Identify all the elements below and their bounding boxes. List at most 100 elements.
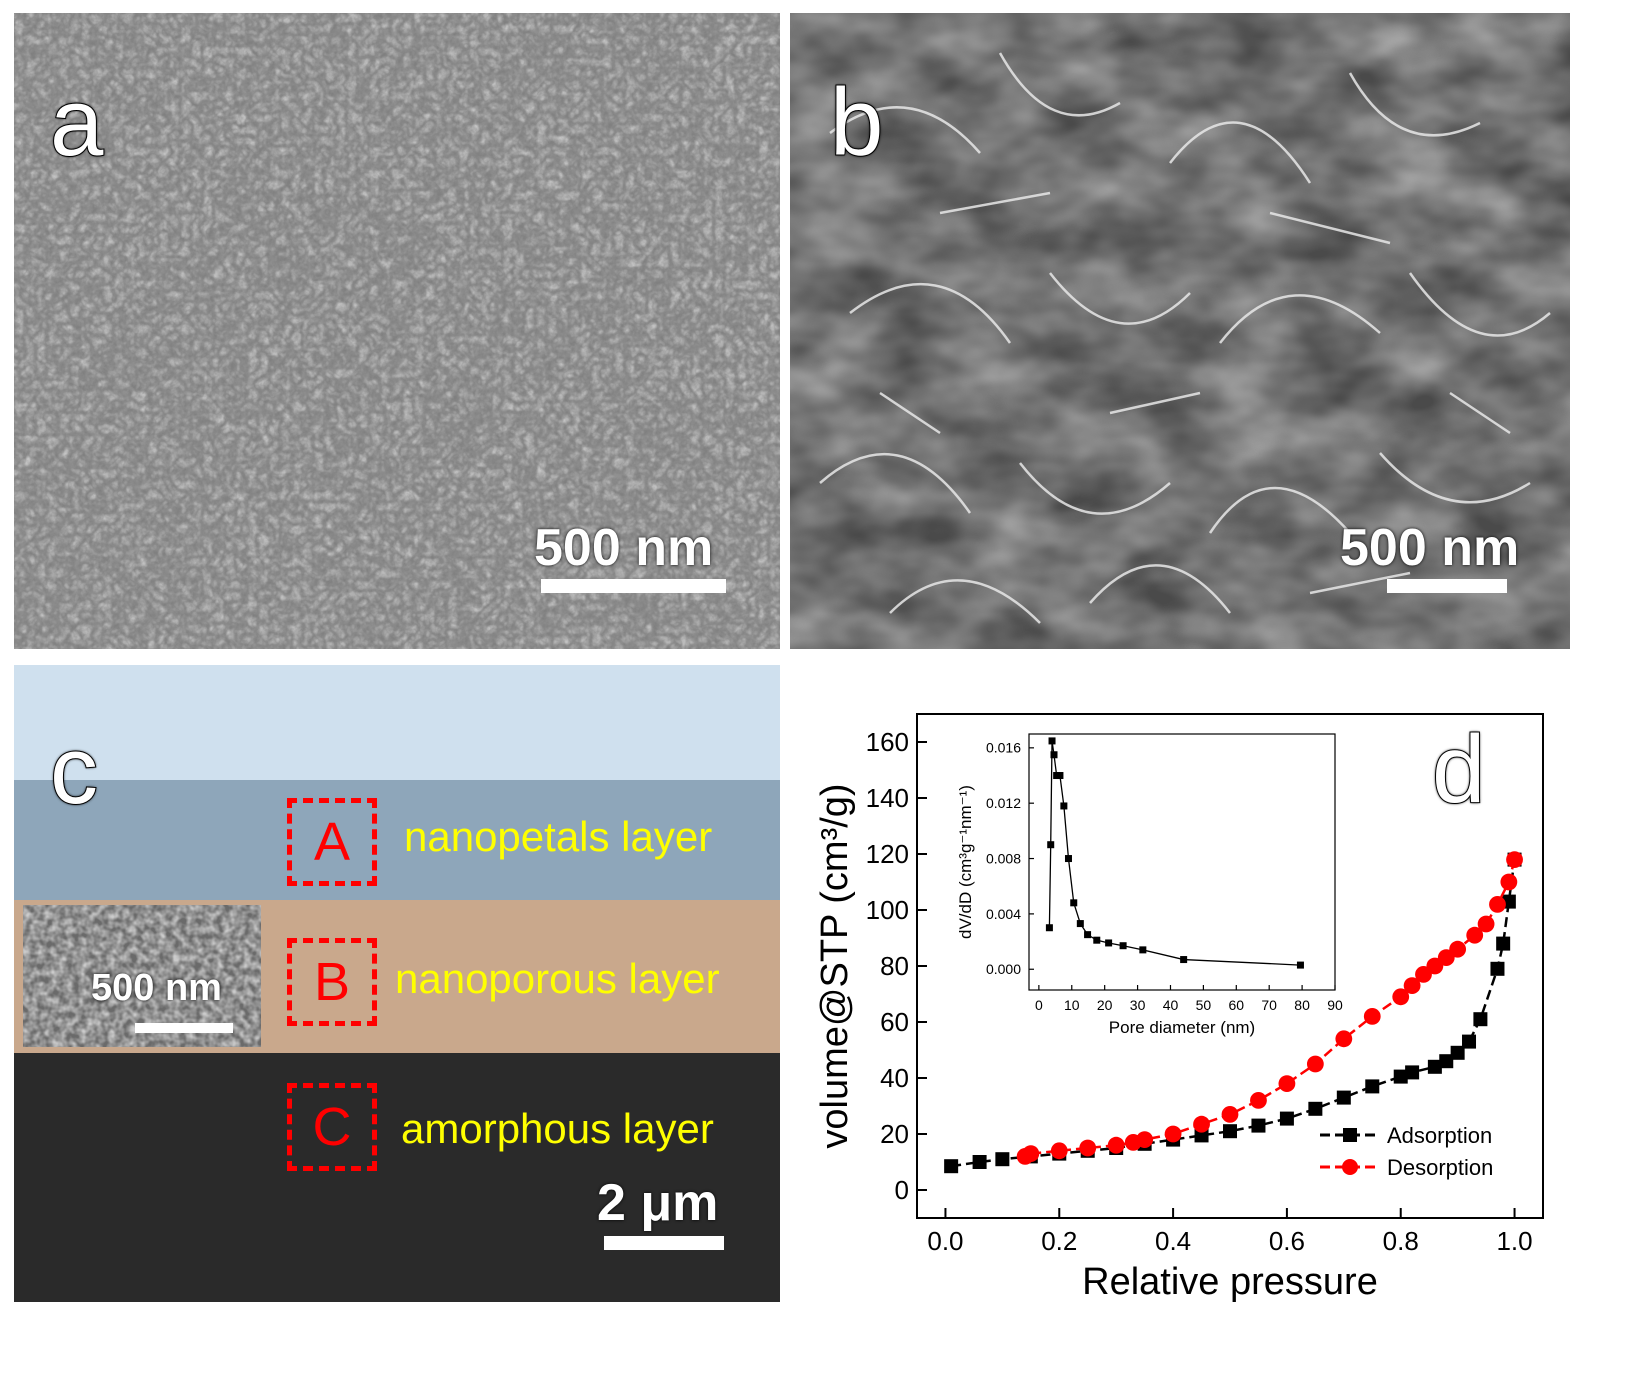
inset-point	[1093, 936, 1101, 944]
main-y-tick-label: 0	[895, 1175, 909, 1205]
inset-x-tick-label: 60	[1229, 997, 1245, 1013]
inset-y-tick-label: 0.012	[986, 795, 1021, 811]
inset-scalebar-label: 500 nm	[91, 967, 222, 1009]
panel-a: a 500 nm	[14, 13, 780, 649]
inset-point	[1076, 920, 1084, 928]
main-point	[1016, 1148, 1034, 1165]
main-point	[1223, 1124, 1237, 1139]
scalebar-label-b: 500 nm	[1340, 519, 1520, 577]
main-y-tick-label: 20	[880, 1119, 909, 1149]
panel-c: 500 nm c A nanopetals layer B nanoporous…	[14, 665, 780, 1302]
legend-marker-adsorption	[1343, 1128, 1357, 1142]
top-layer	[14, 665, 780, 785]
legend-label-adsorption: Adsorption	[1387, 1123, 1492, 1148]
inset-x-tick-label: 0	[1035, 997, 1043, 1013]
layer-label-nanopetals: nanopetals layer	[404, 813, 713, 860]
inset-point	[1119, 942, 1127, 950]
main-point	[1506, 851, 1523, 868]
main-point	[1500, 873, 1518, 891]
inset-point	[1056, 772, 1064, 780]
main-point	[1490, 961, 1505, 976]
main-point	[1489, 896, 1506, 913]
inset-sem: 500 nm	[23, 905, 261, 1047]
main-point	[1462, 1034, 1477, 1049]
main-point	[1251, 1118, 1266, 1133]
main-y-tick-label: 120	[866, 839, 909, 869]
inset-x-tick-label: 80	[1294, 997, 1310, 1013]
main-point	[1050, 1142, 1068, 1160]
inset-point	[1050, 751, 1058, 759]
inset-point	[1084, 931, 1092, 939]
inset-x-tick-label: 30	[1130, 997, 1146, 1013]
inset-y-tick-label: 0.008	[986, 850, 1021, 866]
scalebar-label-a: 500 nm	[534, 519, 714, 577]
main-y-tick-label: 160	[866, 727, 909, 757]
isotherm-chart: 0.0 0.2 0.4 0.6 0.8 1.0020406080100120140160R…	[814, 713, 1544, 1303]
scalebar-c	[604, 1236, 724, 1250]
panel-label-d: d	[1431, 716, 1486, 823]
main-x-tick-label: 0.4	[1155, 1226, 1191, 1256]
roi-box-b: B	[287, 938, 377, 1026]
main-point	[1473, 1012, 1488, 1027]
main-x-tick-label: 0.8	[1383, 1226, 1419, 1256]
panel-d: 0.0 0.2 0.4 0.6 0.8 1.0 0 20 40 60 80 100 120 140 160 R…	[810, 700, 1639, 1381]
main-point	[944, 1159, 959, 1174]
main-point	[1392, 988, 1410, 1006]
panel-b: b 500 nm	[790, 13, 1570, 649]
roi-box-c: C	[287, 1083, 377, 1171]
legend-marker-desorption	[1342, 1159, 1358, 1175]
main-point	[1427, 1059, 1442, 1074]
inset-x-tick-label: 90	[1327, 997, 1343, 1013]
main-point	[1450, 1045, 1465, 1060]
main-point	[1405, 1065, 1420, 1080]
main-point	[1278, 1075, 1296, 1092]
inset-point	[1180, 956, 1188, 964]
main-point	[1279, 1111, 1294, 1126]
nanopetals-region	[14, 780, 780, 905]
main-x-tick-label: 0.0	[927, 1226, 963, 1256]
inset-x-tick-label: 10	[1064, 997, 1080, 1013]
main-y-tick-label: 80	[880, 951, 909, 981]
inset-point	[1064, 855, 1072, 863]
sem-image-a	[14, 13, 780, 649]
scalebar-b	[1387, 579, 1507, 593]
inset-x-tick-label: 70	[1261, 997, 1277, 1013]
main-point	[995, 1152, 1010, 1167]
main-point	[1221, 1106, 1239, 1123]
inset-point	[1105, 939, 1113, 947]
main-point	[1335, 1030, 1353, 1048]
main-point	[1164, 1125, 1182, 1143]
main-point	[1107, 1136, 1125, 1154]
main-point	[972, 1155, 987, 1169]
scalebar-label-c: 2 μm	[597, 1174, 719, 1232]
inset-y-tick-label: 0.016	[986, 740, 1021, 756]
main-point	[1496, 936, 1511, 951]
main-point	[1193, 1115, 1210, 1133]
inset-point	[1048, 737, 1056, 745]
inset-x-tick-label: 50	[1196, 997, 1212, 1013]
inset-scalebar	[135, 1023, 233, 1033]
main-y-tick-label: 40	[880, 1063, 909, 1093]
main-point	[1194, 1128, 1209, 1143]
main-point	[1306, 1055, 1324, 1073]
main-point	[1439, 1054, 1454, 1069]
main-x-tick-label: 0.2	[1041, 1226, 1077, 1256]
main-y-tick-label: 140	[866, 783, 909, 813]
main-point	[1336, 1090, 1351, 1105]
inset-point	[1060, 802, 1068, 810]
inset-y-axis-label: dV/dD (cm³g⁻¹nm⁻¹)	[956, 785, 975, 939]
main-point	[1079, 1139, 1097, 1157]
panel-label-c: c	[49, 717, 99, 824]
main-point	[1365, 1079, 1380, 1094]
legend-label-desorption: Desorption	[1387, 1155, 1493, 1180]
layer-label-amorphous: amorphous layer	[401, 1105, 714, 1152]
inset-point	[1045, 924, 1053, 932]
main-x-tick-label: 1.0	[1496, 1226, 1532, 1256]
main-point	[1363, 1008, 1381, 1025]
inset-y-tick-label: 0.000	[986, 961, 1021, 977]
inset-x-tick-label: 40	[1163, 997, 1179, 1013]
main-y-tick-label: 100	[866, 895, 909, 925]
inset-point	[1070, 899, 1078, 907]
inset-point	[1047, 841, 1055, 849]
main-point	[1466, 926, 1484, 944]
